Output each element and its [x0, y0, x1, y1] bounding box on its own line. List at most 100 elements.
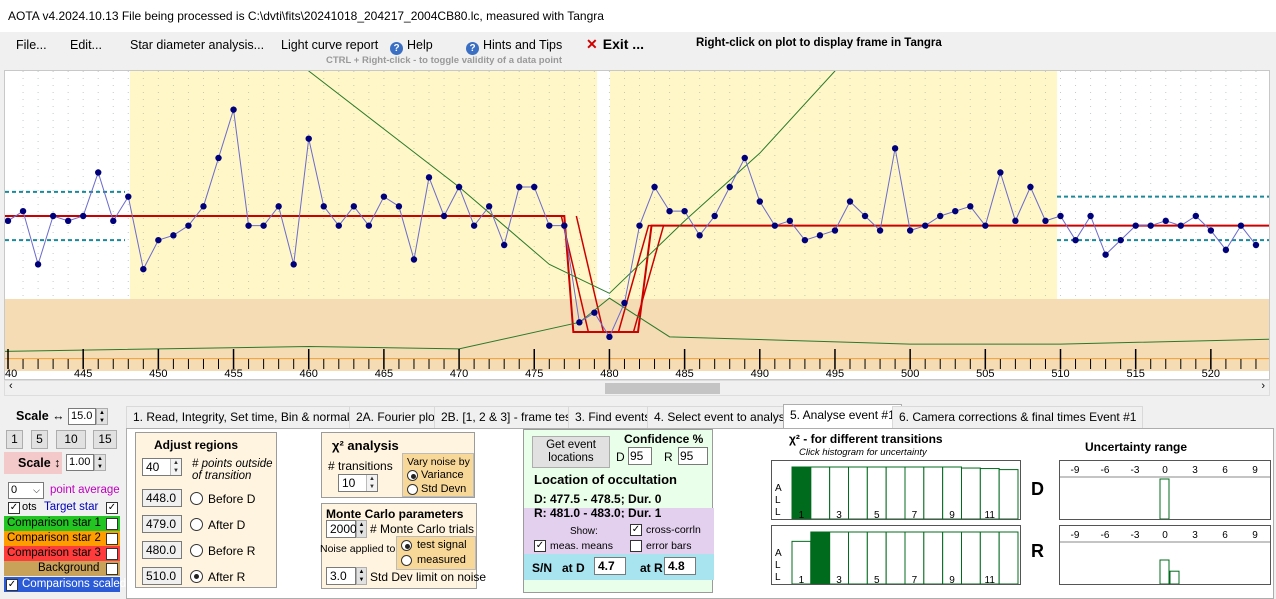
menu-edit[interactable]: Edit...	[70, 38, 102, 52]
r-chi2-histogram[interactable]: A L L 1 3 5 7 9 11	[771, 525, 1021, 586]
chi2-bar	[848, 466, 868, 520]
comparisons-scaled-label: Comparisons scaled	[22, 578, 127, 590]
after-d-input[interactable]: 479.0	[142, 515, 182, 533]
comparison-2-checkbox[interactable]	[106, 533, 118, 545]
after-d-radio[interactable]	[190, 518, 203, 531]
before-d-input[interactable]: 448.0	[142, 489, 182, 507]
cross-corr-checkbox[interactable]: ✓	[630, 524, 642, 536]
d-uncertainty-histogram[interactable]: -9 -6 -3 0 3 6 9	[1059, 460, 1271, 520]
tab-camera-corrections[interactable]: 6. Camera corrections & final times Even…	[892, 406, 1144, 428]
data-point	[500, 241, 508, 249]
scale-v-input[interactable]: 1.00	[66, 454, 94, 471]
menu-star-diameter[interactable]: Star diameter analysis...	[130, 38, 265, 52]
scale-button-1[interactable]: 1	[6, 430, 23, 449]
scroll-right-icon[interactable]: ›	[1261, 380, 1265, 392]
before-r-radio[interactable]	[190, 544, 203, 557]
data-point	[1162, 217, 1169, 225]
light-curve-plot[interactable]: 440 445 450 455 460 465 470 475 480 485 490 495 500 5…	[4, 70, 1270, 380]
get-event-locations-button[interactable]: Get event locations	[532, 436, 610, 468]
scale-v-spinner[interactable]: ▲ ▼	[94, 454, 106, 471]
menu-light-curve-report[interactable]: Light curve report	[281, 38, 379, 52]
point-average-value: 0	[11, 484, 18, 496]
data-point	[170, 232, 177, 239]
d-chi2-svg[interactable]: ALL 1 3 5 7 9 11	[772, 461, 1020, 521]
std-limit-input[interactable]: 3.0	[326, 567, 356, 585]
legend-background: Background	[4, 561, 120, 576]
confidence-r-input[interactable]: 95	[678, 447, 708, 465]
tab-find-events[interactable]: 3. Find events	[568, 406, 658, 428]
scale-button-15[interactable]: 15	[93, 430, 117, 449]
x-tick-label: 450	[149, 368, 167, 380]
after-r-input[interactable]: 510.0	[142, 567, 182, 585]
vary-noise-label: Vary noise by	[407, 456, 470, 468]
transitions-chart-subtitle: Click histogram for uncertainty	[799, 447, 927, 458]
trials-spinner[interactable]: ▲ ▼	[356, 520, 367, 538]
point-average-select[interactable]: 0 ⌵	[8, 482, 44, 499]
target-star-label: Target star	[44, 501, 99, 513]
r-uncertainty-histogram[interactable]: -9 -6 -3 0 3 6 9	[1059, 525, 1271, 585]
scroll-left-icon[interactable]: ‹	[9, 380, 13, 392]
comparisons-scaled-row: Comparisons scaled	[4, 577, 126, 592]
variance-radio[interactable]	[407, 470, 418, 481]
chi2-tick-label: 11	[985, 575, 996, 584]
r-uncertainty-svg[interactable]: -9 -6 -3 0 3 6 9	[1060, 526, 1270, 585]
chi2-analysis-title: χ² analysis	[332, 438, 399, 453]
trials-input[interactable]: 2000	[326, 520, 357, 538]
data-point	[1072, 236, 1079, 244]
confidence-d-input[interactable]: 95	[628, 447, 652, 465]
test-signal-radio[interactable]	[401, 540, 412, 551]
data-point	[260, 222, 267, 229]
target-star-checkbox[interactable]: ✓	[106, 502, 118, 514]
menu-hints[interactable]: ? Hints and Tips	[466, 38, 562, 55]
menu-help[interactable]: ? Help	[390, 38, 433, 55]
x-tick-label: 510	[1051, 368, 1069, 380]
scale-h-spinner[interactable]: ▲ ▼	[96, 408, 108, 425]
before-d-radio[interactable]	[190, 492, 203, 505]
error-bars-checkbox[interactable]	[630, 540, 642, 552]
after-r-radio[interactable]	[190, 570, 203, 583]
comparison-1-checkbox[interactable]	[106, 518, 118, 530]
legend-comparison-3: Comparison star 3	[4, 546, 120, 561]
std-devn-radio[interactable]	[407, 484, 418, 495]
background-checkbox[interactable]	[106, 563, 118, 575]
comparisons-scaled-checkbox[interactable]: ✓	[6, 579, 18, 591]
chi2-tick-label: 9	[949, 510, 955, 519]
chi2-bar	[810, 531, 831, 585]
d-chi2-histogram[interactable]: A L L 1 3 5 7 9 11	[771, 460, 1021, 521]
r-chi2-svg[interactable]: ALL 1 3 5 7 9 11	[772, 526, 1020, 586]
points-outside-input[interactable]: 40 ▲ ▼	[142, 458, 182, 476]
scale-h-input[interactable]: 15.0	[68, 408, 96, 425]
scale-button-10[interactable]: 10	[56, 430, 86, 449]
data-point	[591, 309, 598, 316]
points-checkbox[interactable]: ✓	[8, 502, 20, 514]
help-icon: ?	[390, 42, 403, 55]
transitions-input[interactable]: 10 ▲ ▼	[338, 474, 378, 492]
uncertainty-tick-label: 0	[1162, 465, 1168, 476]
sn-label: S/N	[532, 561, 553, 575]
menu-file[interactable]: File...	[16, 38, 47, 52]
d-uncertainty-svg[interactable]: -9 -6 -3 0 3 6 9	[1060, 461, 1270, 520]
chi2-bar	[923, 531, 944, 585]
before-r-input[interactable]: 480.0	[142, 541, 182, 559]
tab-read-integrity[interactable]: 1. Read, Integrity, Set time, Bin & norm…	[126, 406, 372, 428]
transitions-spinner[interactable]: ▲ ▼	[366, 475, 377, 491]
tab-frame-test[interactable]: 2B. [1, 2 & 3] - frame test	[434, 406, 582, 428]
std-limit-spinner[interactable]: ▲ ▼	[356, 567, 367, 585]
data-point	[305, 135, 312, 142]
menu-exit[interactable]: ✕ Exit ...	[586, 36, 644, 53]
meas-means-checkbox[interactable]: ✓	[534, 540, 546, 552]
data-point	[606, 333, 613, 341]
tab-select-event[interactable]: 4. Select event to analyse	[647, 406, 799, 428]
uncertainty-title: Uncertainty range	[1085, 440, 1188, 454]
points-outside-spinner[interactable]: ▲ ▼	[170, 459, 181, 475]
scrollbar-thumb[interactable]	[605, 383, 720, 394]
measured-radio[interactable]	[401, 555, 412, 566]
plot-scrollbar[interactable]: ‹ ›	[4, 380, 1270, 396]
tab-fourier-plot[interactable]: 2A. Fourier plot	[349, 406, 446, 428]
light-curve-svg[interactable]: 440 445 450 455 460 465 470 475 480 485 490 495 500 5…	[5, 71, 1270, 380]
scale-button-5[interactable]: 5	[31, 430, 48, 449]
point-average-label: point average	[50, 484, 120, 496]
sn-at-d-value: 4.7	[594, 557, 626, 575]
tab-analyse-event[interactable]: 5. Analyse event #1	[783, 404, 902, 428]
comparison-3-checkbox[interactable]	[106, 548, 118, 560]
